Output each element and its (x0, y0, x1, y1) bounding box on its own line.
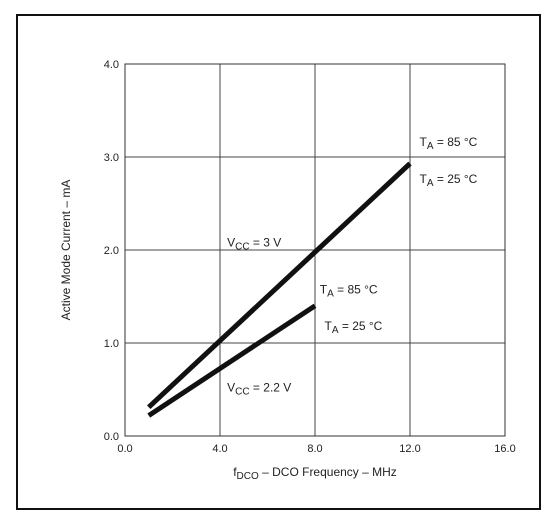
x-tick-label: 12.0 (399, 443, 420, 455)
y-tick-label: 0.0 (104, 431, 119, 443)
y-tick-label: 2.0 (104, 245, 119, 257)
annotation-vcc22: VCC = 2.2 V (227, 380, 291, 397)
annotation-ta25-high: TA = 25 °C (420, 172, 478, 189)
annotations: VCC = 3 V VCC = 2.2 V TA = 85 °C TA = 25 °C… (227, 135, 478, 398)
x-tick-label: 16.0 (494, 443, 515, 455)
series-line-vcc-2-2v (147, 303, 317, 418)
series-line-vcc-3v (147, 161, 412, 409)
y-tick-label: 4.0 (104, 59, 119, 71)
annotation-ta85-low: TA = 85 °C (320, 283, 378, 300)
annotation-ta25-low: TA = 25 °C (325, 319, 383, 336)
x-axis-label: fDCO – DCO Frequency – MHz (233, 465, 397, 482)
y-tick-label: 1.0 (104, 338, 119, 350)
annotation-ta85-high: TA = 85 °C (420, 135, 478, 152)
annotation-vcc3: VCC = 3 V (227, 235, 281, 252)
plot-border (124, 63, 506, 437)
chart-frame: 0.0 4.0 8.0 12.0 16.0 0.0 1.0 2.0 3.0 4.0 VCC = 3… (16, 14, 541, 510)
x-tick-label: 8.0 (307, 443, 322, 455)
x-tick-label: 0.0 (117, 443, 132, 455)
tick-labels: 0.0 4.0 8.0 12.0 16.0 0.0 1.0 2.0 3.0 4.0 (104, 59, 516, 455)
series-layer (147, 161, 412, 418)
chart-svg: 0.0 4.0 8.0 12.0 16.0 0.0 1.0 2.0 3.0 4.0 VCC = 3… (59, 59, 516, 482)
y-tick-label: 3.0 (104, 152, 119, 164)
y-axis-label: Active Mode Current – mA (59, 180, 73, 321)
x-tick-label: 4.0 (212, 443, 227, 455)
